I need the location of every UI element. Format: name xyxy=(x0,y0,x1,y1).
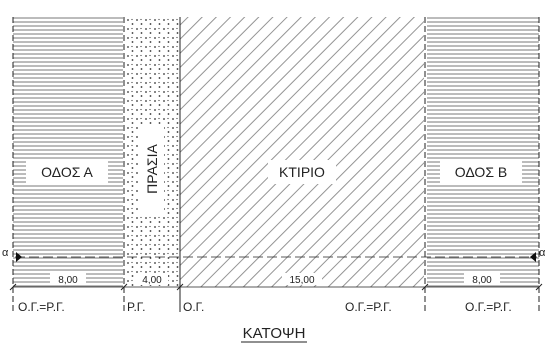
dim-building: 15,00 xyxy=(289,275,314,286)
dim-garden-box xyxy=(136,273,168,285)
dim-road-b-box xyxy=(464,273,500,285)
section-arrow-right xyxy=(530,252,536,262)
dim-building-box xyxy=(282,273,322,285)
garden-label-box xyxy=(140,124,164,214)
road-a-label: ΟΔΟΣ Α xyxy=(41,164,93,180)
line-label-left: Ο.Γ.=Ρ.Γ. xyxy=(18,300,65,314)
dim-road-a: 8,00 xyxy=(58,275,78,286)
line-label-building-right: Ο.Γ.=Ρ.Γ. xyxy=(345,300,392,314)
drawing-title: ΚΑΤΟΨΗ xyxy=(243,325,306,342)
building-area xyxy=(180,17,424,287)
line-label-building-left: Ο.Γ. xyxy=(183,300,204,314)
road-b-area xyxy=(427,17,539,287)
section-mark-left: α xyxy=(2,247,9,259)
road-b-label-box xyxy=(440,160,522,184)
section-arrow-left xyxy=(16,252,22,262)
building-label-box xyxy=(268,160,336,184)
section-mark-right: α xyxy=(539,247,546,259)
dim-garden: 4,00 xyxy=(142,275,162,286)
garden-label: ΠΡΑΣΙΑ xyxy=(144,144,160,194)
building-label: ΚΤΙΡΙΟ xyxy=(279,164,325,180)
line-label-garden-left: Ρ.Γ. xyxy=(127,300,145,314)
line-label-right: Ο.Γ.=Ρ.Γ. xyxy=(465,300,512,314)
dim-road-b: 8,00 xyxy=(472,275,492,286)
dim-road-a-box xyxy=(50,273,86,285)
road-a-label-box xyxy=(26,160,108,184)
road-b-label: ΟΔΟΣ Β xyxy=(455,164,507,180)
road-a-area xyxy=(13,17,123,287)
